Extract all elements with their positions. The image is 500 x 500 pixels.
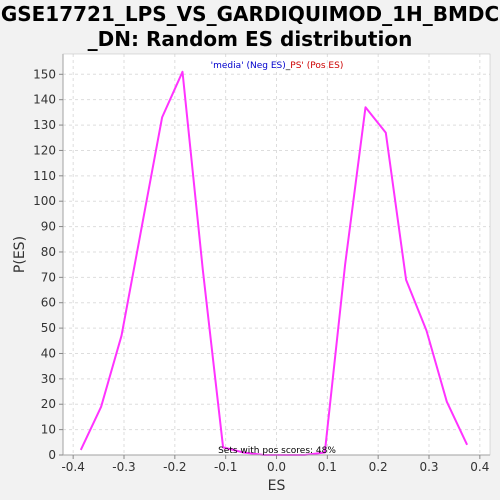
y-tick-label: 60 [41,296,56,310]
grid-lines [63,54,490,456]
y-tick-label: 20 [41,397,56,411]
x-axis-title: ES [268,478,286,494]
x-tick-label: 0.3 [419,460,438,474]
y-tick-label: 70 [41,270,56,284]
x-tick-label: -0.4 [61,460,84,474]
x-tick-label: -0.1 [214,460,237,474]
y-tick-label: 30 [41,372,56,386]
chart-title-line-2: _DN: Random ES distribution [87,27,413,51]
y-tick-label: 140 [33,93,56,107]
y-tick-label: 150 [33,67,56,81]
x-tick-label: -0.3 [112,460,135,474]
x-tick-label: 0.0 [267,460,286,474]
legend-separator: _ [285,61,291,71]
x-tick-label: -0.2 [163,460,186,474]
y-tick-label: 100 [33,194,56,208]
x-tick-label: 0.1 [318,460,337,474]
y-tick-label: 110 [33,169,56,183]
y-tick-label: 50 [41,321,56,335]
pos-scores-annotation: Sets with pos scores: 48% [218,446,336,456]
legend-neg-label: 'media' (Neg ES) [211,61,286,71]
y-tick-label: 80 [41,245,56,259]
legend: 'media' (Neg ES)_PS' (Pos ES) [211,61,344,71]
x-tick-label: 0.2 [369,460,388,474]
chart-title-line-1: GSE17721_LPS_VS_GARDIQUIMOD_1H_BMDC [0,2,500,26]
y-tick-label: 120 [33,143,56,157]
y-tick-label: 130 [33,118,56,132]
y-axis-title: P(ES) [12,236,28,273]
ticks: -0.4 -0.3 -0.2 -0.1 0.0 0.1 0.2 0.3 0.4 0 10 20 30 40… [33,67,489,474]
y-tick-label: 90 [41,220,56,234]
x-tick-label: 0.4 [470,460,489,474]
y-tick-label: 0 [48,448,56,462]
legend-pos-label: PS' (Pos ES) [290,61,343,71]
y-tick-label: 40 [41,346,56,360]
chart-title: GSE17721_LPS_VS_GARDIQUIMOD_1H_BMDC _DN:… [0,2,500,52]
y-tick-label: 10 [41,423,56,437]
